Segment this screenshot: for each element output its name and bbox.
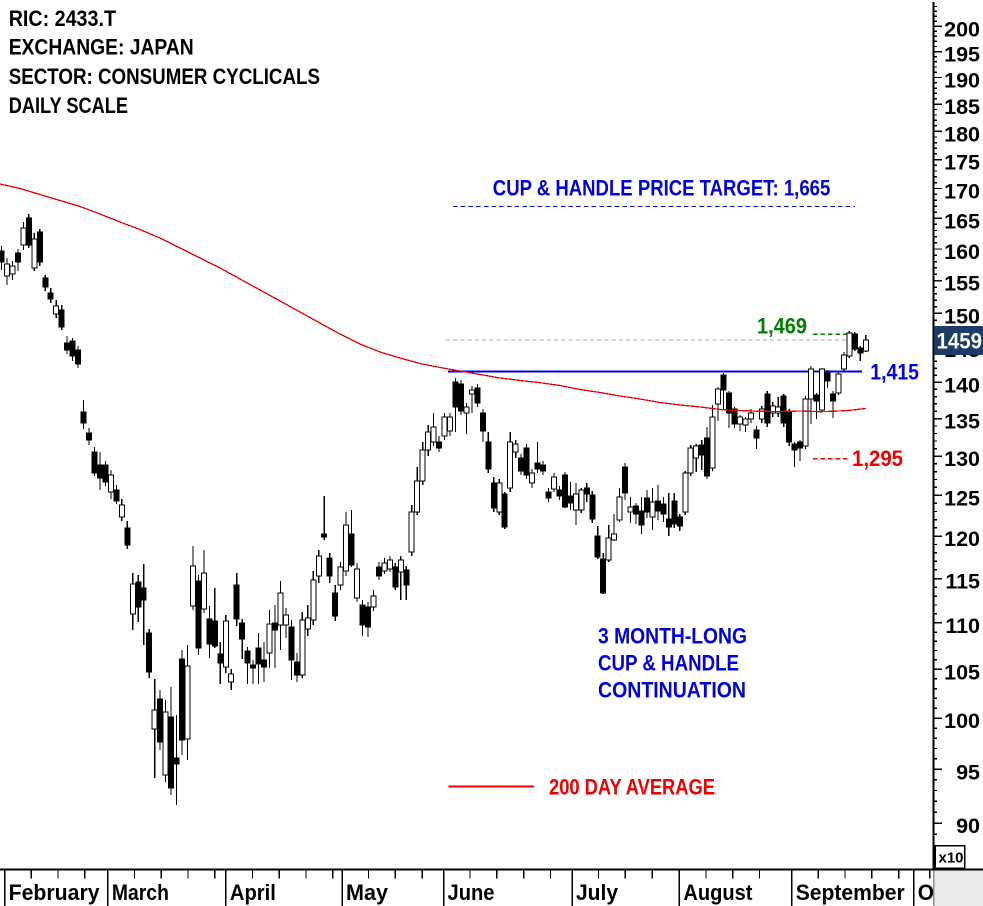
svg-text:130: 130 (944, 447, 980, 471)
svg-text:CONTINUATION: CONTINUATION (598, 678, 746, 703)
svg-text:90: 90 (956, 814, 980, 838)
svg-text:150: 150 (944, 304, 980, 328)
svg-text:110: 110 (945, 614, 980, 638)
svg-text:August: August (683, 880, 753, 905)
svg-text:x10: x10 (939, 850, 964, 867)
svg-text:DAILY SCALE: DAILY SCALE (9, 93, 128, 118)
svg-text:April: April (230, 880, 276, 905)
svg-text:115: 115 (945, 570, 980, 594)
svg-text:June: June (448, 880, 495, 905)
svg-text:February: February (9, 880, 101, 905)
svg-text:1,469: 1,469 (757, 314, 807, 339)
svg-text:1,415: 1,415 (870, 359, 919, 384)
svg-text:140: 140 (944, 373, 980, 397)
svg-text:175: 175 (944, 151, 980, 175)
svg-text:135: 135 (944, 410, 980, 434)
svg-text:1459: 1459 (937, 329, 983, 354)
svg-text:185: 185 (944, 95, 980, 119)
svg-text:3 MONTH-LONG: 3 MONTH-LONG (598, 624, 747, 649)
svg-text:RIC: 2433.T: RIC: 2433.T (9, 6, 117, 31)
svg-text:200: 200 (944, 17, 980, 41)
svg-text:EXCHANGE: JAPAN: EXCHANGE: JAPAN (9, 35, 194, 60)
svg-text:200 DAY AVERAGE: 200 DAY AVERAGE (549, 775, 715, 800)
svg-text:160: 160 (944, 240, 980, 264)
svg-text:May: May (346, 880, 389, 905)
svg-text:CUP & HANDLE: CUP & HANDLE (598, 651, 739, 676)
svg-text:SECTOR: CONSUMER CYCLICALS: SECTOR: CONSUMER CYCLICALS (9, 64, 320, 89)
svg-text:95: 95 (956, 760, 980, 784)
svg-text:195: 195 (944, 43, 980, 67)
svg-text:105: 105 (944, 660, 980, 684)
svg-text:155: 155 (944, 272, 980, 296)
svg-text:September: September (796, 880, 905, 905)
svg-text:July: July (576, 880, 619, 905)
svg-text:180: 180 (944, 122, 980, 146)
svg-text:120: 120 (944, 527, 980, 551)
svg-text:125: 125 (944, 486, 980, 510)
svg-text:CUP & HANDLE PRICE TARGET: 1,6: CUP & HANDLE PRICE TARGET: 1,665 (493, 175, 831, 200)
svg-text:165: 165 (944, 209, 980, 233)
svg-text:190: 190 (944, 69, 980, 93)
svg-text:March: March (112, 880, 169, 905)
svg-text:100: 100 (944, 709, 980, 733)
svg-text:1,295: 1,295 (852, 446, 903, 471)
svg-text:170: 170 (944, 180, 980, 204)
